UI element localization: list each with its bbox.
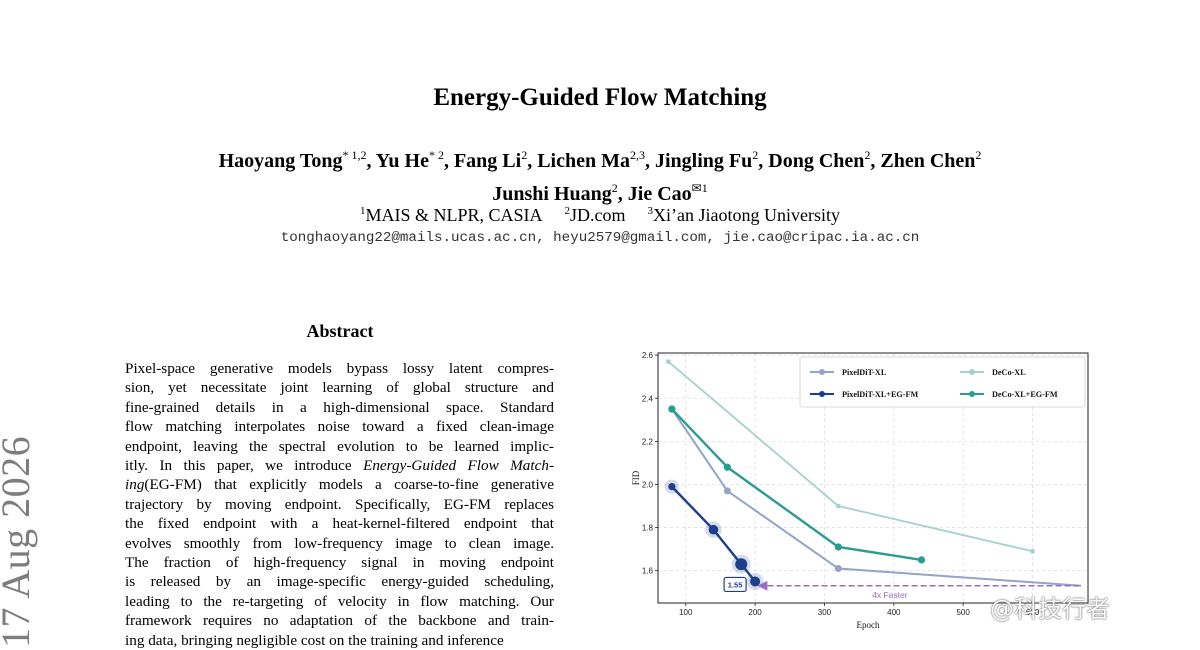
y-tick-label: 2.4 — [642, 394, 654, 403]
abstract-line: trajectory by moving endpoint. Specifica… — [125, 495, 554, 513]
series-point — [668, 483, 676, 491]
fid-epoch-chart: 1.6 1.8 2.0 2.2 2.4 2.6 100 200 300 400 500 600 Epoc… — [631, 351, 1089, 630]
affiliation-name: MAIS & NLPR, CASIA — [365, 205, 543, 225]
paper-title: Energy-Guided Flow Matching — [433, 84, 767, 111]
author-name: Yu He — [375, 150, 429, 172]
legend-marker — [819, 391, 825, 397]
abstract-line: evolves smoothly from low-frequency imag… — [125, 534, 554, 552]
author-affiliation-mark: 2 — [611, 181, 618, 195]
author-name: Haoyang Tong — [218, 150, 343, 172]
abstract-line: leading to the re-targeting of velocity … — [125, 592, 554, 610]
y-tick-label: 2.0 — [642, 480, 654, 489]
legend-box — [799, 356, 1086, 408]
x-tick-label: 200 — [748, 608, 762, 617]
arxiv-side-stamp: 17 Aug 2026 — [0, 435, 38, 648]
abstract-line: itly. In this paper, we introduce Energy… — [125, 457, 555, 475]
y-tick-label: 2.6 — [642, 351, 654, 360]
series-point — [1030, 548, 1035, 554]
y-tick-label: 1.8 — [642, 524, 654, 533]
legend-marker — [819, 369, 825, 375]
author-name: Jie Cao — [627, 183, 692, 205]
series-point — [735, 558, 748, 571]
series-point — [668, 405, 676, 413]
abstract-line: fine-grained details in a high-dimension… — [125, 398, 554, 416]
y-tick-label: 1.6 — [642, 567, 654, 576]
series-point — [835, 503, 841, 509]
affiliation-number: 1 — [359, 205, 366, 217]
author-affiliation-mark: * 1,2 — [342, 148, 367, 162]
x-tick-label: 300 — [818, 608, 832, 617]
legend-label: PixelDiT-XL+EG-FM — [842, 390, 918, 399]
legend-label: DeCo-XL+EG-FM — [992, 390, 1058, 399]
abstract-line: sion, yet necessitate joint learning of … — [125, 379, 554, 397]
abstract-line: the fixed endpoint with a heat-kernel-fi… — [125, 515, 554, 533]
series-point — [750, 576, 761, 587]
x-axis-label: Epoch — [857, 620, 880, 630]
y-axis-label: FID — [631, 470, 641, 485]
series-point — [834, 565, 842, 573]
author-affiliation-mark: 2 — [864, 148, 871, 162]
series-line — [671, 408, 922, 562]
author-affiliation-mark: ✉1 — [691, 181, 708, 195]
plot-frame — [657, 352, 1089, 604]
best-fid-label: 1.55 — [728, 580, 743, 589]
series-point — [708, 524, 719, 535]
author-name: Zhen Chen — [880, 150, 976, 172]
abstract-line: ing(EG-FM) that explicitly models a coar… — [125, 476, 554, 494]
author-line-1: Haoyang Tong* 1,2, Yu He* 2, Fang Li2, L… — [218, 148, 982, 172]
author-list: Haoyang Tong* 1,2, Yu He* 2, Fang Li2, L… — [0, 142, 1200, 208]
affiliation-number: 3 — [647, 205, 654, 217]
abstract-body: Pixel-space generative models bypass los… — [125, 359, 554, 650]
y-tick-label: 2.2 — [642, 437, 654, 446]
abstract-line: is released by an image-specific energy-… — [125, 573, 554, 591]
author-line-2: Junshi Huang2, Jie Cao✉1 — [492, 181, 708, 205]
author-affiliation-mark: 2,3 — [629, 148, 645, 162]
affiliation-name: JD.com — [570, 205, 626, 225]
legend-marker — [969, 391, 975, 397]
affiliation-name: Xi’an Jiaotong University — [653, 205, 840, 225]
series-point — [917, 556, 926, 564]
abstract-heading: Abstract — [306, 321, 374, 341]
author-emails: tonghaoyang22@mails.ucas.ac.cn, heyu2579… — [280, 230, 920, 246]
series-point — [723, 463, 731, 471]
author-affiliation-mark: 2 — [975, 148, 982, 162]
speedup-label: 4x Faster — [872, 590, 908, 600]
abstract-line: ing data, bringing negligible cost on th… — [125, 631, 504, 649]
abstract-line: framework requires no adaptation of the … — [125, 612, 554, 630]
author-affiliation-mark: 2 — [752, 148, 759, 162]
series-point — [666, 359, 671, 365]
abstract-line: flow matching interpolates noise toward … — [125, 418, 554, 436]
author-affiliation-mark: * 2 — [428, 148, 444, 162]
legend-marker — [969, 369, 975, 375]
series-line — [671, 485, 757, 583]
author-name: Lichen Ma — [537, 150, 630, 172]
series-point — [834, 543, 842, 551]
legend-label: PixelDiT-XL — [842, 368, 887, 377]
best-fid-box — [723, 576, 747, 593]
series-point — [723, 487, 731, 495]
x-tick-label: 500 — [956, 608, 970, 617]
author-affiliation-mark: 2 — [521, 148, 528, 162]
author-name: Junshi Huang — [492, 183, 612, 205]
x-tick-label: 600 — [1026, 608, 1040, 617]
abstract-line: Pixel-space generative models bypass los… — [125, 360, 554, 377]
series-line — [671, 408, 1082, 587]
x-tick-label: 400 — [887, 608, 901, 617]
abstract-line: The fraction of high-frequency signal in… — [125, 554, 554, 572]
legend-label: DeCo-XL — [992, 368, 1026, 377]
author-name: Jingling Fu — [654, 150, 753, 172]
abstract-line: endpoint, leaving the spectral evolution… — [125, 437, 554, 455]
source-watermark: @科技行者 — [990, 595, 1110, 623]
author-name: Fang Li — [453, 150, 522, 172]
affiliation-number: 2 — [564, 205, 571, 217]
author-name: Dong Chen — [768, 150, 865, 172]
affiliations: 1MAIS & NLPR, CASIA 2JD.com 3Xi’an Jiaoton… — [0, 205, 1200, 226]
x-tick-label: 100 — [679, 608, 693, 617]
